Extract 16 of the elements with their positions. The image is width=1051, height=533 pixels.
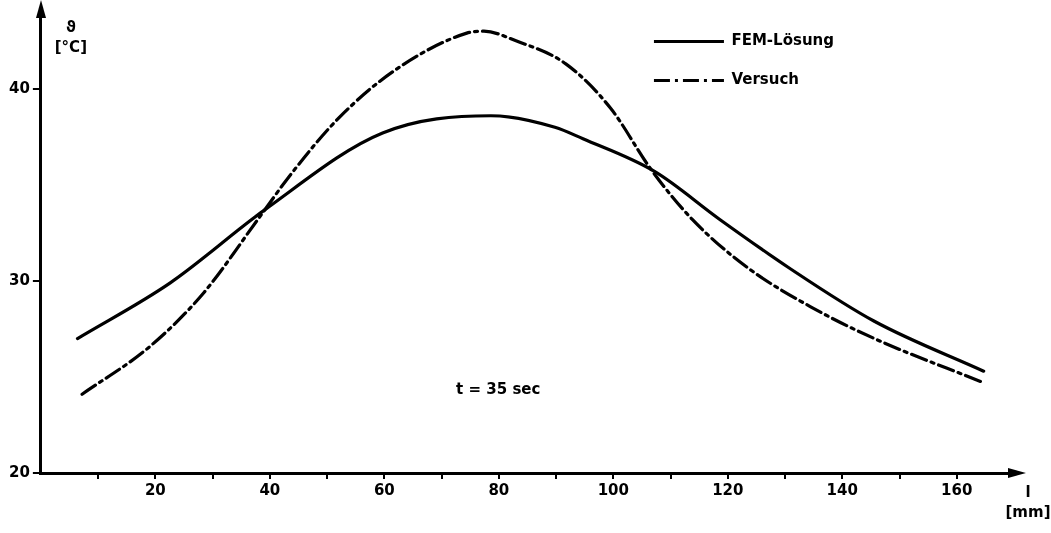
x-axis-title: l [mm]: [1005, 482, 1051, 521]
legend-label: FEM-Lösung: [731, 31, 834, 50]
x-tick-label: 20: [144, 480, 166, 499]
x-tick-label: 80: [488, 480, 510, 499]
y-tick-label: 40: [9, 78, 30, 97]
y-tick-label: 30: [9, 270, 30, 289]
annotation: t = 35 sec: [456, 379, 541, 398]
x-tick-label: 100: [597, 480, 629, 499]
legend-label: Versuch: [731, 70, 799, 89]
x-tick-label: 140: [826, 480, 858, 499]
y-axis-title: ϑ [°C]: [54, 17, 87, 56]
x-tick-label: 120: [712, 480, 744, 499]
x-tick-label: 160: [941, 480, 973, 499]
x-tick-label: 60: [373, 480, 395, 499]
y-tick-label: 20: [9, 462, 30, 481]
x-tick-label: 40: [259, 480, 281, 499]
